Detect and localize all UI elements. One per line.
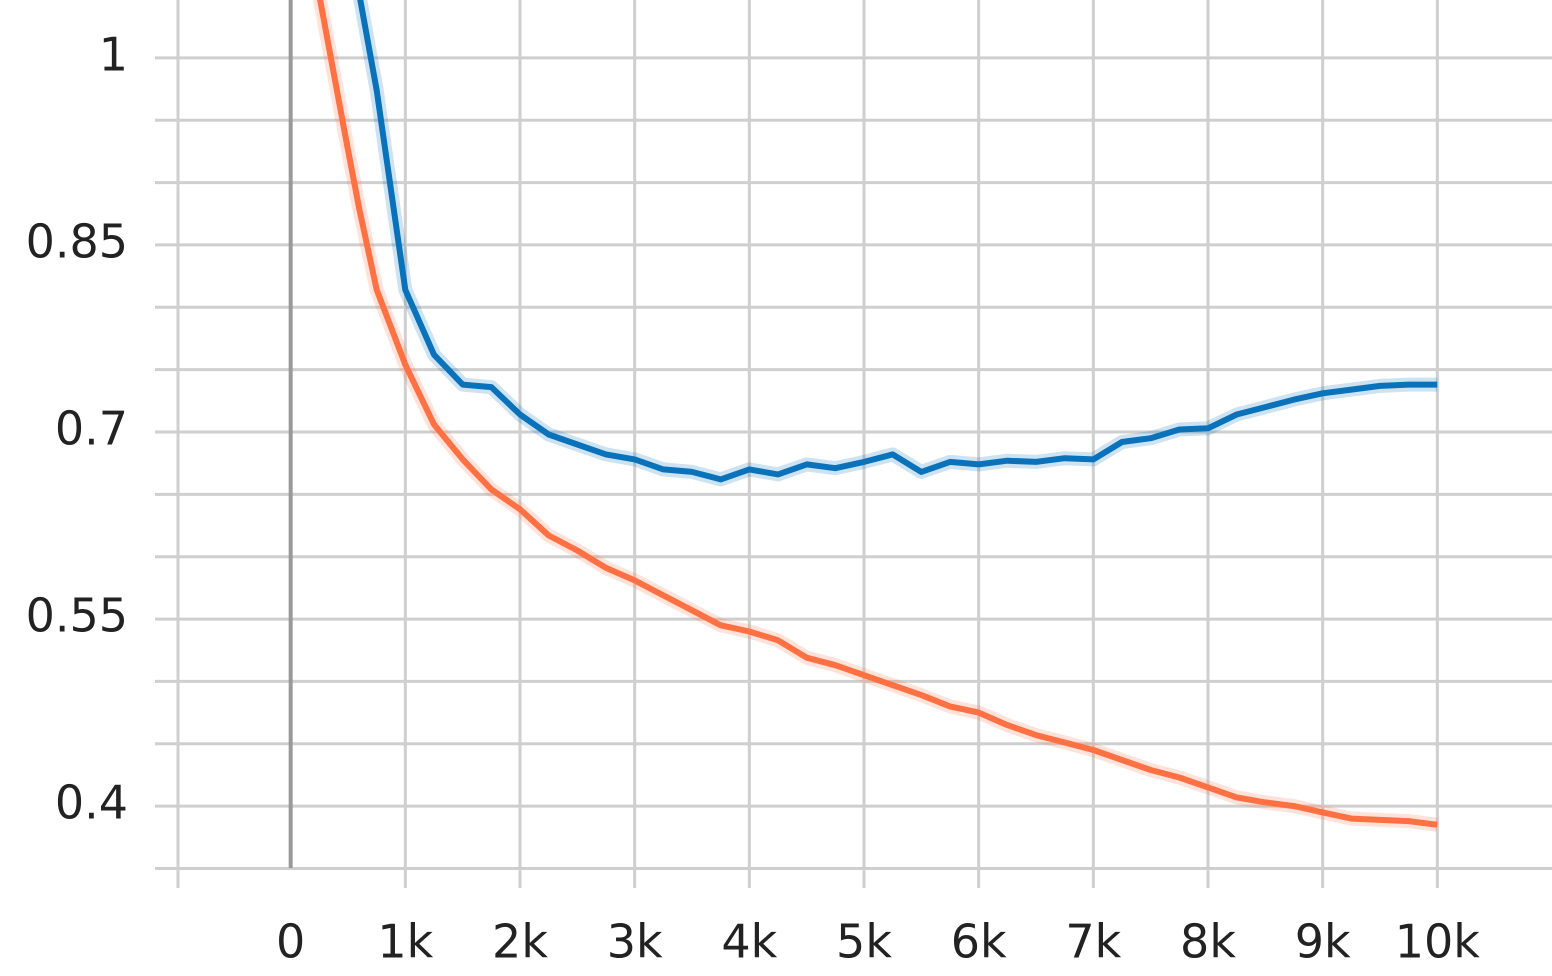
plot-area — [313, 0, 1439, 832]
x-tick-label: 5k — [836, 915, 892, 969]
x-tick-label: 0 — [276, 915, 305, 969]
x-tick-label: 10k — [1395, 915, 1481, 969]
x-tick-label: 7k — [1065, 915, 1121, 969]
series-line — [357, 0, 1438, 483]
x-tick-label: 6k — [951, 915, 1007, 969]
y-tick-label: 0.55 — [26, 589, 128, 643]
grid — [155, 0, 1552, 888]
y-tick-label: 1 — [99, 27, 128, 81]
x-tick-label: 1k — [377, 915, 433, 969]
x-tick-label: 8k — [1180, 915, 1236, 969]
x-tick-label: 9k — [1295, 915, 1351, 969]
x-tick-label: 2k — [492, 915, 548, 969]
x-tick-label: 4k — [721, 915, 777, 969]
series-line — [317, 0, 1438, 828]
y-tick-label: 0.85 — [26, 214, 128, 268]
y-tick-label: 0.4 — [55, 776, 128, 830]
y-tick-label: 0.7 — [55, 402, 128, 456]
x-tick-label: 3k — [607, 915, 663, 969]
